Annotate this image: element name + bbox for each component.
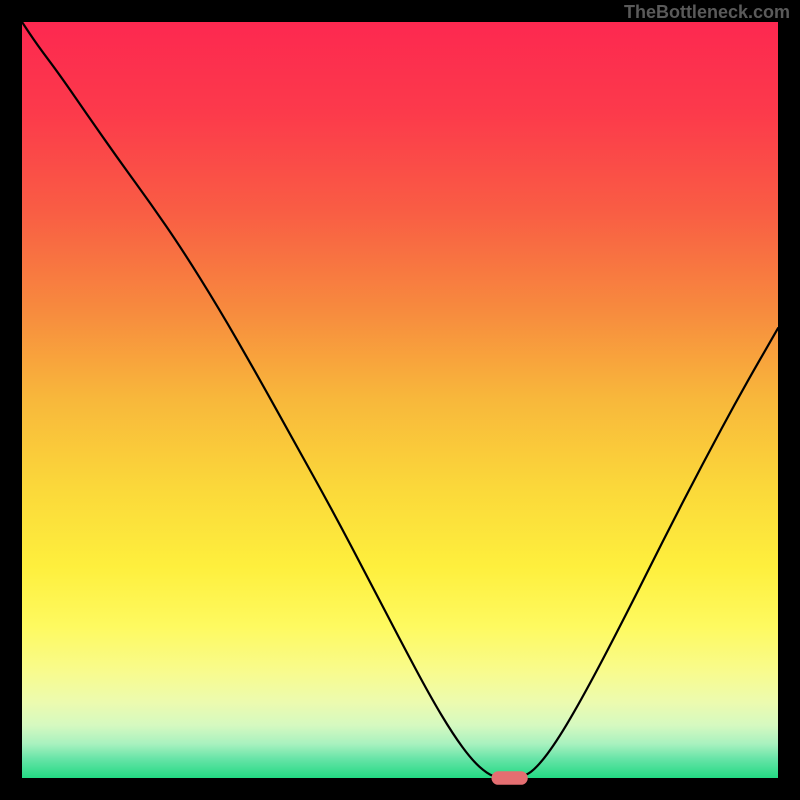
chart-container: TheBottleneck.com: [0, 0, 800, 800]
watermark-text: TheBottleneck.com: [624, 2, 790, 23]
bottleneck-chart: [0, 0, 800, 800]
gradient-background: [22, 22, 778, 778]
optimal-marker: [491, 771, 527, 785]
